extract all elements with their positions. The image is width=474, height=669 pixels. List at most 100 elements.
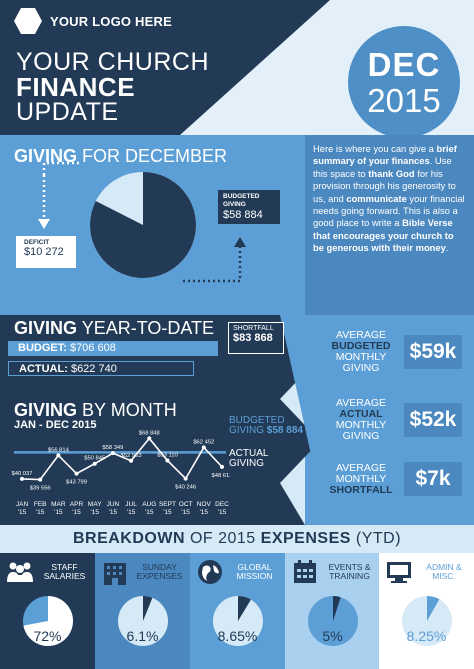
expense-header: ADMIN & MISC. [379, 553, 474, 591]
expense-name: EVENTS & TRAINING [328, 561, 371, 581]
expense-pie-slice [23, 596, 74, 646]
date-badge: DEC 2015 [348, 26, 460, 138]
date-year: 2015 [367, 82, 441, 119]
actual-point [38, 477, 43, 482]
data-label: $39 556 [30, 486, 51, 492]
pie-slice-actual [89, 172, 196, 278]
expense-column: GLOBAL MISSION 8.65% [190, 553, 285, 669]
x-tick-year: '15 [127, 509, 136, 516]
expense-pie [23, 596, 74, 646]
breakdown-header [0, 525, 474, 553]
actual-point [92, 461, 97, 466]
x-tick-label: NOV [197, 501, 212, 508]
data-label: $56 814 [48, 447, 70, 453]
summary-panel: Here is where you can give a brief summa… [305, 135, 474, 315]
expense-pie-slice [143, 596, 153, 621]
x-tick-year: '15 [200, 509, 209, 516]
page-title: YOUR CHURCH FINANCE UPDATE [16, 50, 209, 125]
calendar-icon [290, 557, 320, 587]
budget-bar: BUDGET: $706 608 [8, 341, 218, 356]
x-tick-year: '15 [163, 509, 172, 516]
x-tick-label: JAN [16, 501, 29, 508]
x-tick-year: '15 [181, 509, 190, 516]
expense-pie [118, 596, 168, 646]
date-month: DEC [367, 46, 441, 83]
legend-budgeted: BUDGETED GIVING $58 884 [229, 415, 303, 436]
legend-actual: ACTUAL GIVING [229, 448, 269, 469]
actual-point [56, 453, 61, 458]
x-tick-year: '15 [218, 509, 227, 516]
actual-point [74, 471, 79, 476]
december-pie-chart [38, 161, 246, 283]
expense-header: EVENTS & TRAINING [285, 553, 380, 591]
x-tick-label: FEB [34, 501, 47, 508]
breakdown-title: BREAKDOWN OF 2015 EXPENSES (YTD) [72, 530, 402, 547]
x-tick-label: AUG [142, 501, 156, 508]
x-tick-year: '15 [109, 509, 118, 516]
data-label: $48 612 [212, 473, 230, 479]
data-label: $53 110 [157, 453, 178, 459]
shortfall-box: SHORTFALL $83 868 [228, 322, 284, 354]
actual-point [183, 476, 188, 481]
by-month-subtitle: JAN - DEC 2015 [14, 419, 97, 431]
budgeted-value: $58 884 [223, 209, 263, 221]
data-label: $50 845 [84, 456, 105, 462]
expense-column: SUNDAY EXPENSES 6.1% [95, 553, 190, 669]
expense-column: EVENTS & TRAINING 5% [285, 553, 380, 669]
data-label: $40 246 [175, 485, 196, 491]
by-month-title: GIVING BY MONTH [14, 400, 177, 420]
x-tick-year: '15 [54, 509, 63, 516]
data-label: $62 452 [193, 439, 214, 445]
december-title: GIVING FOR DECEMBER [14, 146, 228, 166]
expense-column: STAFF SALARIES 72% [0, 553, 95, 669]
globe-icon [195, 557, 225, 587]
people-icon [5, 557, 35, 587]
shortfall-value: $83 868 [233, 332, 273, 344]
deficit-box: DEFICIT $10 272 [16, 236, 76, 268]
data-label: $52 963 [121, 453, 142, 459]
budgeted-label-1: BUDGETED [223, 193, 260, 200]
title-line-1: YOUR CHURCH [16, 48, 209, 76]
data-label: $68 848 [139, 430, 160, 436]
expense-name: ADMIN & MISC. [426, 561, 462, 581]
deficit-value: $10 272 [24, 246, 64, 258]
computer-icon [384, 557, 414, 587]
x-tick-label: MAR [51, 501, 66, 508]
by-month-line-chart: $40 037 $39 556 $56 814 $43 799 $50 845 $58 3… [12, 430, 230, 516]
title-line-2: FINANCE [16, 72, 136, 102]
expense-pie [213, 596, 263, 646]
actual-point [20, 476, 24, 481]
stat-actual-value: $52k [404, 403, 462, 437]
building-icon [100, 557, 130, 587]
expense-name: SUNDAY EXPENSES [136, 561, 183, 581]
actual-point [220, 464, 224, 469]
expense-header: SUNDAY EXPENSES [95, 553, 190, 591]
x-tick-label: MAY [88, 501, 102, 508]
x-tick-label: JUL [125, 501, 137, 508]
expense-pie-slice [427, 596, 440, 621]
expense-percent: 8.65% [217, 628, 258, 644]
x-tick-label: OCT [179, 501, 193, 508]
logo-hexagon-icon [14, 8, 42, 34]
x-tick-label: APR [70, 501, 84, 508]
expense-percent: 72% [33, 628, 62, 644]
stat-shortfall: AVERAGE MONTHLY SHORTFALL $7k [318, 462, 462, 496]
actual-point [147, 436, 152, 441]
stat-shortfall-value: $7k [404, 462, 462, 496]
actual-point [201, 445, 206, 450]
expense-percent: 5% [322, 628, 343, 644]
expense-percent: 8.25% [406, 628, 447, 644]
x-tick-label: DEC [215, 501, 229, 508]
expense-name: GLOBAL MISSION [236, 561, 273, 581]
stat-actual: AVERAGE ACTUAL MONTHLY GIVING $52k [318, 398, 462, 442]
x-tick-year: '15 [36, 509, 45, 516]
stat-budgeted: AVERAGE BUDGETED MONTHLY GIVING $59k [318, 330, 462, 374]
actual-line [21, 437, 223, 481]
expense-column: ADMIN & MISC. 8.25% [379, 553, 474, 669]
budgeted-box: BUDGETED GIVING $58 884 [218, 190, 280, 224]
expense-pie [308, 596, 358, 646]
x-tick-year: '15 [90, 509, 99, 516]
x-tick-year: '15 [18, 509, 27, 516]
stat-budgeted-value: $59k [404, 335, 462, 369]
logo[interactable]: YOUR LOGO HERE [14, 8, 172, 34]
